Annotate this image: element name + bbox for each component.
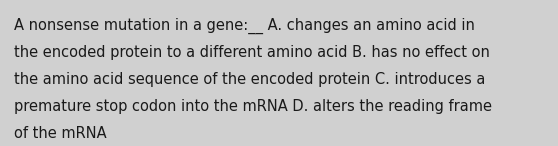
Text: premature stop codon into the mRNA D. alters the reading frame: premature stop codon into the mRNA D. al… (14, 99, 492, 114)
Text: the encoded protein to a different amino acid B. has no effect on: the encoded protein to a different amino… (14, 45, 490, 60)
Text: the amino acid sequence of the encoded protein C. introduces a: the amino acid sequence of the encoded p… (14, 72, 485, 87)
Text: A nonsense mutation in a gene:__ A. changes an amino acid in: A nonsense mutation in a gene:__ A. chan… (14, 18, 475, 34)
Text: of the mRNA: of the mRNA (14, 126, 107, 141)
